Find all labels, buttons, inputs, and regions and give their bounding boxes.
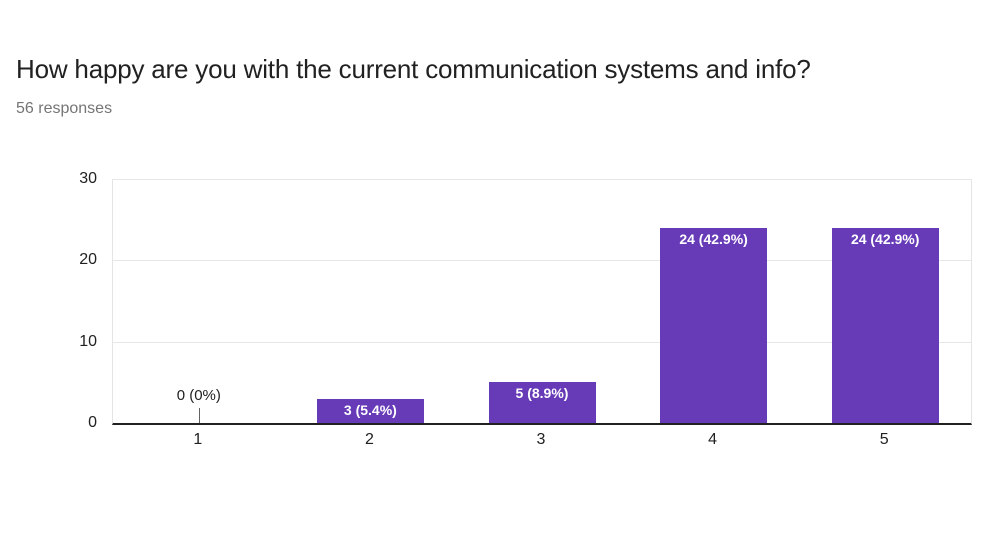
zero-value-label: 0 (0%)	[176, 387, 221, 404]
y-tick-label-20: 20	[79, 251, 97, 269]
plot-area: 0 (0%) 3 (5.4%) 5 (8.9%) 24 (42.9%) 24 (42.9…	[112, 179, 972, 425]
gridline-y-10	[113, 341, 971, 343]
x-tick-label-4: 4	[708, 431, 718, 448]
x-tick-label-5: 5	[879, 431, 889, 448]
bar-value-label: 5 (8.9%)	[515, 385, 569, 402]
x-tick-label-2: 2	[364, 431, 374, 448]
bar-category-4: 24 (42.9%)	[660, 227, 768, 423]
y-tick-label-0: 0	[88, 414, 97, 431]
response-count: 56 responses	[16, 100, 113, 117]
chart-question-title: How happy are you with the current commu…	[16, 54, 811, 84]
gridline-y-30	[113, 179, 971, 180]
gridline-y-20	[113, 260, 971, 262]
y-tick-label-30: 30	[79, 170, 97, 187]
bar-category-2: 3 (5.4%)	[316, 398, 424, 423]
x-tick-label-1: 1	[193, 431, 203, 448]
bar-value-label: 3 (5.4%)	[343, 401, 397, 418]
bar-value-label: 24 (42.9%)	[850, 230, 920, 247]
x-tick-label-3: 3	[536, 431, 546, 448]
bar-category-5: 24 (42.9%)	[831, 227, 939, 423]
bar-value-label: 24 (42.9%)	[679, 230, 748, 247]
y-tick-label-10: 10	[79, 332, 97, 350]
bar-category-3: 5 (8.9%)	[488, 382, 596, 423]
zero-value-tick	[198, 408, 200, 423]
